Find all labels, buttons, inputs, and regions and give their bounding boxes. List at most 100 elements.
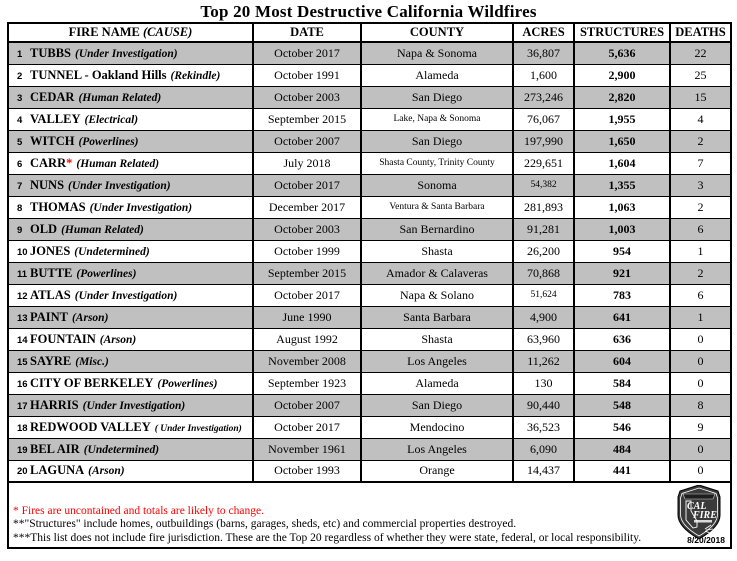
fire-name: OLD bbox=[30, 221, 58, 236]
fire-name-cell: 11 BUTTE (Powerlines) bbox=[7, 261, 254, 285]
acres-cell: 91,281 bbox=[512, 217, 575, 241]
fire-name-cell: 20 LAGUNA (Arson) bbox=[7, 459, 254, 483]
sun-rays bbox=[704, 524, 714, 534]
fire-name-cell: 17 HARRIS (Under Investigation) bbox=[7, 393, 254, 417]
deaths-cell: 22 bbox=[669, 41, 732, 65]
note-uncontained: * Fires are uncontained and totals are l… bbox=[13, 504, 264, 517]
footer-row: CAL FIRE * Fires are uncontained and tot… bbox=[7, 481, 732, 548]
table-row: 14 FOUNTAIN (Arson) August 1992 Shasta 63,960… bbox=[7, 327, 732, 351]
rank-number: 16 bbox=[17, 378, 28, 390]
county-cell: San Diego bbox=[360, 129, 514, 153]
date-cell: July 2018 bbox=[252, 151, 362, 175]
county-cell: Sonoma bbox=[360, 173, 514, 197]
fire-name-cell: 16 CITY OF BERKELEY (Powerlines) bbox=[7, 371, 254, 395]
deaths-cell: 7 bbox=[669, 151, 732, 175]
date-cell: November 1961 bbox=[252, 437, 362, 461]
fire-name: PAINT bbox=[30, 309, 68, 324]
fire-name-cell: 14 FOUNTAIN (Arson) bbox=[7, 327, 254, 351]
structures-cell: 546 bbox=[573, 415, 671, 439]
fire-name: WITCH bbox=[30, 133, 75, 148]
fire-cause: (Powerlines) bbox=[157, 377, 218, 390]
deaths-cell: 0 bbox=[669, 437, 732, 461]
deaths-cell: 15 bbox=[669, 85, 732, 109]
county-cell: Lake, Napa & Sonoma bbox=[360, 107, 514, 131]
table-row: 7 NUNS (Under Investigation) October 2017 So… bbox=[7, 173, 732, 197]
footnotes: * Fires are uncontained and totals are l… bbox=[13, 505, 641, 546]
table-row: 5 WITCH (Powerlines) October 2007 San Diego 1… bbox=[7, 129, 732, 153]
date-cell: September 1923 bbox=[252, 371, 362, 395]
fire-name: REDWOOD VALLEY bbox=[30, 419, 151, 434]
deaths-cell: 8 bbox=[669, 393, 732, 417]
logo-text-fire: FIRE bbox=[692, 510, 717, 521]
rank-number: 6 bbox=[17, 158, 23, 170]
structures-cell: 1,604 bbox=[573, 151, 671, 175]
fire-cause: (Undetermined) bbox=[83, 443, 160, 456]
county-cell: San Diego bbox=[360, 85, 514, 109]
structures-cell: 1,003 bbox=[573, 217, 671, 241]
rank-number: 1 bbox=[17, 48, 23, 60]
rank-number: 20 bbox=[17, 466, 28, 478]
date-cell: October 2007 bbox=[252, 129, 362, 153]
table-row: 10 JONES (Undetermined) October 1999 Shasta 2… bbox=[7, 239, 732, 263]
acres-cell: 11,262 bbox=[512, 349, 575, 373]
fire-name: BUTTE bbox=[30, 265, 73, 280]
fire-name: HARRIS bbox=[30, 397, 79, 412]
fire-cause: (Undetermined) bbox=[74, 245, 150, 258]
acres-cell: 76,067 bbox=[512, 107, 575, 131]
date-cell: November 2008 bbox=[252, 349, 362, 373]
fire-name: CARR bbox=[30, 155, 67, 170]
date-cell: September 2015 bbox=[252, 261, 362, 285]
deaths-cell: 0 bbox=[669, 327, 732, 351]
deaths-cell: 0 bbox=[669, 349, 732, 373]
county-cell: Shasta County, Trinity County bbox=[360, 151, 514, 175]
col-header-structures: STRUCTURES bbox=[573, 23, 671, 43]
structures-cell: 1,955 bbox=[573, 107, 671, 131]
rank-number: 8 bbox=[17, 202, 23, 214]
date-cell: October 1993 bbox=[252, 459, 362, 483]
structures-cell: 484 bbox=[573, 437, 671, 461]
fire-name: SAYRE bbox=[30, 353, 72, 368]
date-cell: October 2003 bbox=[252, 85, 362, 109]
structures-cell: 954 bbox=[573, 239, 671, 263]
county-cell: Napa & Sonoma bbox=[360, 41, 514, 65]
county-cell: Santa Barbara bbox=[360, 305, 514, 329]
fire-cause: (Arson) bbox=[99, 333, 137, 346]
date-cell: October 2017 bbox=[252, 173, 362, 197]
structures-cell: 641 bbox=[573, 305, 671, 329]
table-row: 19 BEL AIR (Undetermined) November 1961 Los … bbox=[7, 437, 732, 461]
county-cell: Shasta bbox=[360, 239, 514, 263]
rank-number: 10 bbox=[17, 246, 28, 258]
fire-cause: (Rekindle) bbox=[170, 69, 221, 82]
fire-name-cell: 18 REDWOOD VALLEY( Under Investigation) bbox=[7, 415, 254, 439]
header-row: FIRE NAME (CAUSE) DATE COUNTY ACRES STRU… bbox=[7, 23, 732, 43]
county-cell: Los Angeles bbox=[360, 437, 514, 461]
page-title: Top 20 Most Destructive California Wildf… bbox=[200, 2, 537, 21]
fire-name: LAGUNA bbox=[30, 463, 85, 478]
fire-cause: ( Under Investigation) bbox=[154, 423, 242, 434]
table-row: 8 THOMAS (Under Investigation) December 201… bbox=[7, 195, 732, 219]
table-row: 16 CITY OF BERKELEY (Powerlines) September … bbox=[7, 371, 732, 395]
deaths-cell: 0 bbox=[669, 459, 732, 483]
fire-cause: (Under Investigation) bbox=[89, 201, 193, 214]
col-header-date: DATE bbox=[252, 23, 362, 43]
fire-name-cell: 7 NUNS (Under Investigation) bbox=[7, 173, 254, 197]
fire-name: VALLEY bbox=[30, 111, 81, 126]
county-cell: Amador & Calaveras bbox=[360, 261, 514, 285]
deaths-cell: 6 bbox=[669, 217, 732, 241]
deaths-cell: 0 bbox=[669, 371, 732, 395]
fire-cause: (Under Investigation) bbox=[82, 399, 186, 412]
rank-number: 13 bbox=[17, 312, 28, 324]
table-row: 4 VALLEY (Electrical) September 2015 Lake, N… bbox=[7, 107, 732, 131]
acres-cell: 6,090 bbox=[512, 437, 575, 461]
table-row: 1 TUBBS (Under Investigation) October 2017 N… bbox=[7, 41, 732, 65]
acres-cell: 197,990 bbox=[512, 129, 575, 153]
col-header-county: COUNTY bbox=[360, 23, 514, 43]
county-cell: Alameda bbox=[360, 63, 514, 87]
structures-cell: 783 bbox=[573, 283, 671, 307]
col-header-fire-name: FIRE NAME (CAUSE) bbox=[7, 23, 254, 43]
table-row: 6 CARR* (Human Related) July 2018 Shasta Cou… bbox=[7, 151, 732, 175]
fire-name: NUNS bbox=[30, 177, 65, 192]
rank-number: 14 bbox=[17, 334, 28, 346]
date-cell: October 2017 bbox=[252, 283, 362, 307]
